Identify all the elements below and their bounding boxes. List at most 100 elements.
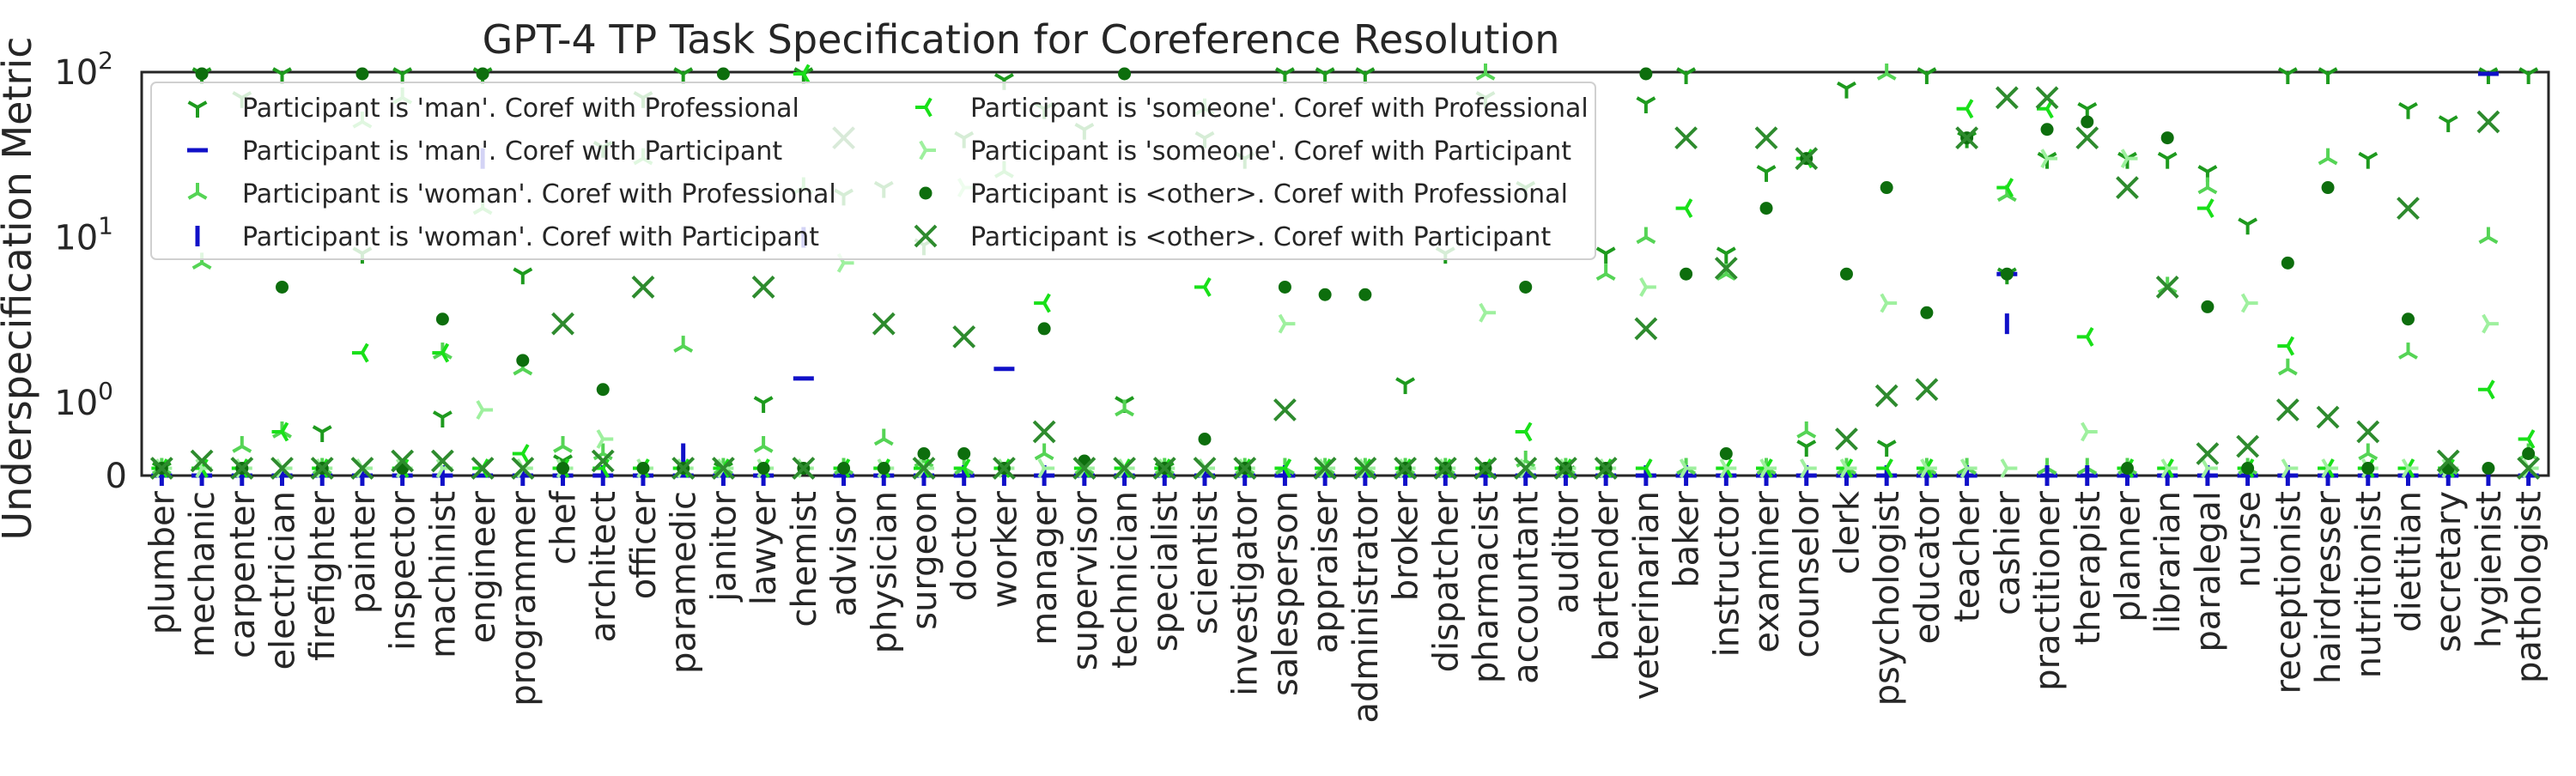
- point-0-lawyer: [753, 396, 774, 413]
- x-tick-label-architect: architect: [584, 491, 623, 643]
- point-2-lawyer: [753, 436, 774, 453]
- legend-item-5: Participant is 'someone'. Coref with Par…: [919, 136, 1571, 167]
- point-6-janitor: [716, 67, 730, 81]
- point-6-chef: [556, 462, 570, 475]
- y-tick: 0: [106, 457, 127, 496]
- point-7-cashier: [1995, 86, 2019, 110]
- point-7-paralegal: [2196, 442, 2220, 465]
- point-7-chemist: [792, 457, 816, 480]
- point-6-psychologist: [1880, 181, 1893, 195]
- x-tick-label-veterinarian: veterinarian: [1627, 491, 1667, 700]
- x-tick-label-counselor: counselor: [1788, 490, 1827, 658]
- x-tick-label-pathologist: pathologist: [2510, 491, 2549, 683]
- point-5-clerk: [1839, 458, 1857, 478]
- point-7-programmer: [511, 457, 535, 480]
- x-tick-label-psychologist: psychologist: [1868, 491, 1907, 706]
- point-4-painter: [351, 343, 369, 363]
- legend-label-6: Participant is <other>. Coref with Profe…: [970, 179, 1568, 209]
- point-4-pathologist: [2518, 429, 2536, 449]
- point-6-therapist: [2081, 115, 2094, 129]
- y-tick: 100: [54, 377, 113, 423]
- point-6-veterinarian: [1639, 67, 1653, 81]
- point-6-painter: [355, 67, 369, 81]
- point-0-broker: [1395, 377, 1416, 395]
- y-tick-label: 100: [54, 377, 113, 423]
- point-5-practitioner: [2040, 149, 2058, 169]
- x-tick-label-worker: worker: [985, 490, 1024, 608]
- point-6-instructor: [1719, 447, 1733, 460]
- point-7-pathologist: [2517, 457, 2541, 480]
- point-0-pathologist: [2518, 67, 2539, 84]
- point-4-electrician: [271, 421, 289, 442]
- point-7-mechanic: [190, 449, 214, 473]
- point-6-administrator: [1358, 288, 1372, 301]
- x-tick-label-planner: planner: [2108, 490, 2148, 621]
- x-tick-label-specialist: specialist: [1145, 491, 1185, 652]
- point-6-pathologist: [2522, 447, 2536, 460]
- x-tick-label-receptionist: receptionist: [2269, 491, 2308, 694]
- point-5-planner: [2120, 149, 2138, 169]
- point-0-hairdresser: [2318, 67, 2338, 84]
- point-7-dispatcher: [1433, 457, 1457, 480]
- x-tick-labels: plumber mechanic carpenter electrician firef…: [143, 490, 2549, 723]
- legend-label-7: Participant is <other>. Coref with Parti…: [970, 222, 1551, 252]
- point-7-psychologist: [1874, 384, 1899, 408]
- point-6-appraiser: [1318, 288, 1332, 301]
- point-6-advisor: [837, 462, 851, 475]
- point-0-educator: [1917, 67, 1937, 84]
- point-5-therapist: [2081, 421, 2098, 442]
- point-6-engineer: [476, 67, 489, 81]
- point-7-inspector: [391, 449, 415, 473]
- point-0-psychologist: [1876, 440, 1897, 457]
- point-5-nurse: [2240, 293, 2258, 313]
- y-tick-label: 0: [106, 457, 127, 496]
- point-4-psychologist: [1876, 458, 1893, 478]
- x-tick-label-educator: educator: [1908, 490, 1947, 644]
- point-0-clerk: [1837, 81, 1856, 99]
- x-tick-label-auditor: auditor: [1546, 490, 1586, 614]
- point-4-teacher: [1956, 99, 1974, 119]
- point-7-machinist: [430, 449, 454, 473]
- x-tick-label-pharmacist: pharmacist: [1467, 491, 1506, 683]
- point-6-architect: [596, 383, 610, 397]
- legend-marker-0: [187, 100, 208, 118]
- x-tick-label-chemist: chemist: [785, 491, 824, 627]
- point-6-practitioner: [2040, 123, 2054, 136]
- legend-item-4: Participant is 'someone'. Coref with Pro…: [915, 94, 1589, 124]
- point-0-programmer: [513, 267, 533, 285]
- point-6-technician: [1118, 67, 1132, 81]
- point-6-officer: [636, 462, 650, 475]
- point-6-nutritionist: [2361, 462, 2375, 475]
- x-tick-label-therapist: therapist: [2069, 491, 2108, 646]
- point-0-firefighter: [312, 425, 332, 442]
- x-tick-label-examiner: examiner: [1747, 490, 1787, 652]
- legend: Participant is 'man'. Coref with Profess…: [150, 82, 1596, 260]
- point-6-dietitian: [2401, 312, 2415, 326]
- point-5-psychologist: [1880, 293, 1898, 313]
- chart-title: GPT-4 TP Task Specification for Corefere…: [483, 16, 1560, 63]
- x-tick-label-dietitian: dietitian: [2389, 491, 2428, 633]
- x-tick-label-scientist: scientist: [1186, 491, 1225, 634]
- x-tick-label-janitor: janitor: [704, 490, 744, 602]
- point-7-counselor: [1795, 147, 1819, 171]
- point-6-manager: [1037, 322, 1051, 336]
- point-0-bartender: [1595, 246, 1616, 264]
- point-4-paralegal: [2196, 198, 2215, 219]
- point-0-instructor: [1716, 246, 1736, 264]
- x-tick-label-surgeon: surgeon: [905, 491, 945, 630]
- point-7-appraiser: [1313, 457, 1337, 480]
- point-2-chef: [553, 436, 573, 453]
- point-4-veterinarian: [1635, 458, 1653, 478]
- point-6-nurse: [2241, 462, 2255, 475]
- legend-marker-6: [919, 186, 933, 200]
- point-7-janitor: [711, 457, 735, 480]
- point-7-manager: [1032, 420, 1056, 444]
- plot-area: [140, 70, 2550, 477]
- point-7-hairdresser: [2316, 405, 2340, 429]
- point-5-hairdresser: [2321, 458, 2339, 478]
- x-tick-label-bartender: bartender: [1587, 490, 1626, 661]
- point-6-paralegal: [2201, 300, 2215, 313]
- legend-label-0: Participant is 'man'. Coref with Profess…: [242, 94, 799, 124]
- point-7-practitioner: [2035, 86, 2059, 110]
